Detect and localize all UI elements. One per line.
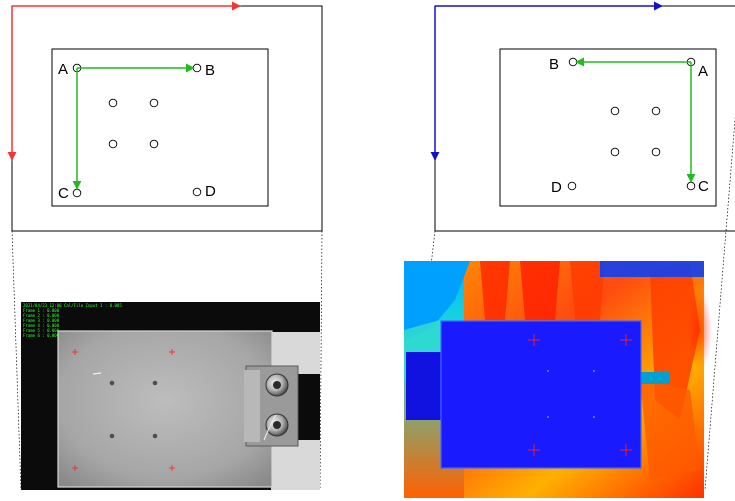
left-hole-inner <box>149 98 159 108</box>
right-panel: B A C D <box>404 1 735 498</box>
right-hole-inner <box>651 106 661 116</box>
overlay-line: 2021/04/23 12:00 Cal/File Input 1 : 0.00… <box>23 303 122 308</box>
left-hole-b <box>192 63 202 73</box>
overlay-line: Frame 5 : 0.000 <box>23 328 60 333</box>
overlay-line: Frame 6 : 0.000 <box>23 333 60 338</box>
left-label-a: A <box>58 61 68 78</box>
left-label-c: C <box>58 185 69 202</box>
right-plate-diagram <box>499 48 717 207</box>
right-hole-b <box>568 57 578 67</box>
right-label-c: C <box>698 178 709 195</box>
overlay-line: Frame 4 : 0.000 <box>23 323 60 328</box>
left-hole-inner <box>108 98 118 108</box>
right-hole-c <box>686 181 696 191</box>
right-label-b: B <box>549 56 559 73</box>
left-projection-line <box>319 230 323 491</box>
right-thermal-image <box>404 261 712 498</box>
overlay-line: Frame 1 : 0.000 <box>23 308 60 313</box>
right-projection-line <box>704 115 735 491</box>
right-label-a: A <box>698 63 708 80</box>
overlay-line: Frame 2 : 0.000 <box>23 313 60 318</box>
left-plate-diagram <box>51 48 269 207</box>
right-hole-d <box>567 181 577 191</box>
left-hole-c <box>72 188 82 198</box>
right-label-d: D <box>551 179 562 196</box>
left-label-d: D <box>205 183 216 200</box>
overlay-line: Frame 3 : 0.000 <box>23 318 60 323</box>
left-camera-image: 2021/04/23 12:00 Cal/File Input 1 : 0.00… <box>21 302 320 490</box>
right-hole-inner <box>651 147 661 157</box>
left-photo-plate <box>57 330 273 488</box>
left-hole-inner <box>108 139 118 149</box>
left-projection-line <box>11 230 22 491</box>
right-thermal-plate <box>440 320 642 469</box>
right-outer-frame <box>434 5 735 232</box>
left-label-b: B <box>205 62 215 79</box>
left-hole-inner <box>149 139 159 149</box>
right-hole-inner <box>610 106 620 116</box>
left-panel: A B C D <box>7 1 323 491</box>
left-photo-overlay-text: 2021/04/23 12:00 Cal/File Input 1 : 0.00… <box>23 303 122 338</box>
right-hole-inner <box>610 147 620 157</box>
left-hole-d <box>192 187 202 197</box>
